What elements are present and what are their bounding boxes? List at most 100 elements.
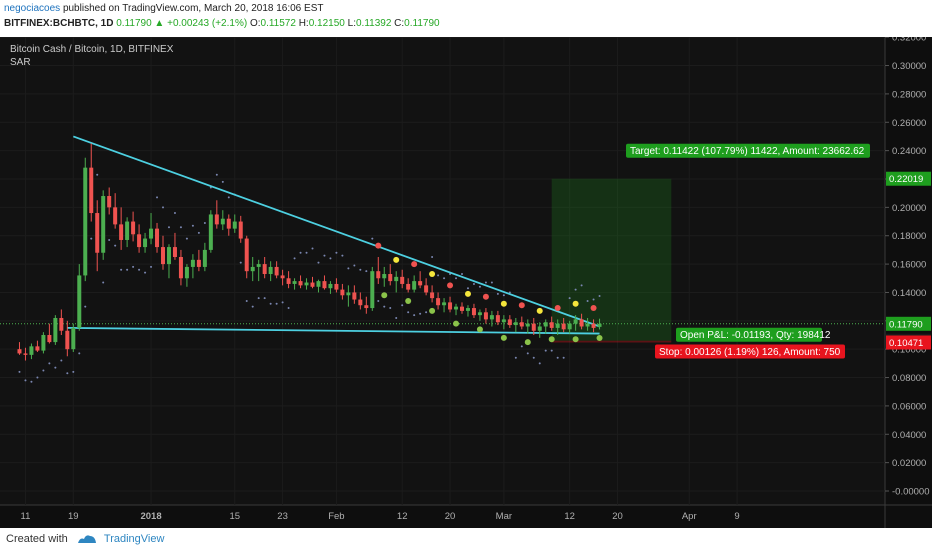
sar-point [550,349,553,352]
candle-body [507,319,512,326]
x-tick-label: 12 [397,511,408,522]
candle-body [220,218,225,225]
stop-label: Stop: 0.00126 (1.19%) 126, Amount: 750 [659,347,841,358]
candle-body [382,274,387,279]
sar-point [562,356,565,359]
signal-dot-sell [500,300,507,307]
candle-body [454,306,459,310]
created-text: Created with [6,533,68,545]
sar-point [54,366,57,369]
sar-point [598,295,601,297]
sar-point [227,196,230,199]
chart-header: negociacoes published on TradingView.com… [0,0,932,37]
trendline[interactable] [72,135,600,328]
candle-body [202,249,207,267]
sar-point [514,356,517,359]
brand-link[interactable]: TradingView [103,533,165,545]
sar-point [484,281,487,284]
low-value: 0.11392 [355,18,392,29]
candle-body [226,218,231,229]
signal-dot-sell [411,261,418,268]
close-label: C: [394,18,405,29]
y-tick-label: 0.06000 [892,401,926,412]
sar-point [347,267,350,270]
signal-dot-sell [590,305,597,312]
sar-point [66,372,69,375]
signal-dot-buy [548,336,555,343]
y-tick-label: 0.28000 [892,89,926,100]
candle-body [448,302,453,310]
sar-point [275,302,278,305]
candle-body [465,308,470,311]
position-labels: Target: 0.11422 (107.79%) 11422, Amount:… [626,143,931,359]
position-zone [0,178,885,343]
candle-body [597,323,602,327]
sar-point [341,254,344,257]
signal-dot-buy [453,320,460,327]
signal-dot-sell [482,293,489,300]
x-tick-label: 20 [612,511,623,522]
sar-point [251,305,254,308]
sar-point [407,311,410,314]
trendlines[interactable] [67,135,600,335]
candle-body [250,266,255,272]
sar-point [472,282,475,285]
y-tick-label: 0.18000 [892,231,926,242]
close-value: 0.11790 [404,18,440,29]
signal-dot-sell [572,300,579,307]
sar-point [287,307,290,310]
sar-point [532,356,535,359]
candle-body [35,346,40,351]
candles [17,143,602,361]
candle-body [208,214,213,250]
publish-line: negociacoes published on TradingView.com… [4,3,323,14]
candle-body [161,247,165,265]
candle-body [591,323,596,328]
target-zone [551,178,672,341]
sar-point [108,238,111,241]
sar-point [431,256,434,258]
y-tick-label: 0.14000 [892,288,926,299]
y-tick-label: 0.04000 [892,430,926,441]
sar-point [197,231,200,234]
sar-point [221,180,224,183]
candle-body [190,259,195,267]
sar-point [293,257,296,260]
sar-point [383,305,386,308]
created-with: Created with TradingView [6,533,164,545]
candle-body [346,292,351,296]
candle-body [394,276,399,282]
sar-point [461,273,463,276]
candle-body [17,349,22,354]
sar-point [556,356,559,359]
candle-body [322,281,327,289]
price-chart[interactable]: 0.32000 0.30000 0.28000 0.26000 0.24000 0.220… [0,37,932,528]
sar-point [401,304,404,307]
sar-point [30,380,33,383]
sar-point [335,251,338,254]
sar-point [48,362,51,365]
sar-point [72,370,75,373]
trendline[interactable] [67,327,600,335]
candle-body [280,275,285,279]
candle-body [513,322,518,326]
sar-point [36,376,39,379]
sar-point [425,311,428,314]
grid [0,37,885,505]
plot-area[interactable] [0,37,885,505]
candle-body [579,319,584,327]
candle-body [549,322,554,328]
signal-dot-sell [393,256,400,263]
signal-dot-sell [554,305,561,312]
sar-point [413,314,416,317]
candle-body [567,323,572,330]
sar-point [42,369,45,372]
author-link[interactable]: negociacoes [4,3,61,14]
sar-point [437,274,440,277]
x-tick-label: 15 [229,511,240,522]
time-axis[interactable]: 11 19 2018 15 23 Feb 12 20 Mar 12 20 Apr 9 [21,511,740,522]
candle-body [238,221,243,239]
candle-body [424,285,429,293]
sar-point [299,251,302,254]
last-price-badge: 0.11790 [889,319,923,330]
